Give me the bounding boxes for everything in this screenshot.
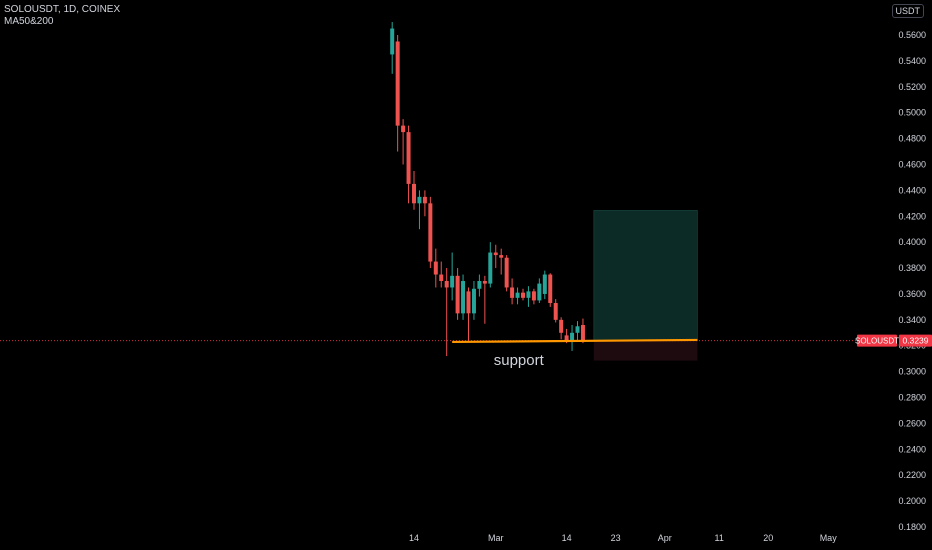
candle-body[interactable] [466, 291, 471, 314]
support-line[interactable] [452, 338, 698, 344]
candle-body[interactable] [537, 283, 542, 301]
symbol-price-tag-label: SOLOUSDT [855, 337, 899, 346]
candle-body[interactable] [422, 196, 427, 204]
candle-body[interactable] [455, 275, 460, 314]
target-zone[interactable] [593, 210, 698, 342]
candle-body[interactable] [521, 292, 525, 298]
y-tick-label: 0.3600 [898, 289, 926, 299]
y-tick-label: 0.5400 [898, 56, 926, 66]
indicator-label[interactable]: MA50&200 [4, 16, 54, 27]
support-label[interactable]: support [494, 352, 545, 369]
last-price-badge[interactable] [899, 334, 932, 347]
y-tick-label: 0.5000 [898, 108, 926, 118]
candle-body[interactable] [559, 319, 564, 333]
price-scale-unit[interactable]: USDT [891, 4, 924, 18]
candle-body[interactable] [575, 326, 580, 333]
candle-body[interactable] [471, 288, 476, 314]
x-tick-label: Apr [658, 533, 672, 543]
candle-body[interactable] [488, 252, 493, 284]
x-tick-label: Mar [488, 533, 504, 543]
y-tick-label: 0.3800 [898, 263, 926, 273]
candle-body[interactable] [461, 281, 466, 314]
candle-body[interactable] [499, 255, 504, 258]
x-tick-label: 23 [611, 533, 621, 543]
candle-body[interactable] [395, 41, 400, 126]
x-tick-label: May [820, 533, 838, 543]
y-tick-label: 0.4400 [898, 185, 926, 195]
y-tick-label: 0.5600 [898, 30, 926, 40]
candle-body[interactable] [526, 291, 531, 298]
candle-body[interactable] [504, 257, 509, 288]
candle-body[interactable] [417, 196, 422, 204]
x-tick-label: 14 [409, 533, 419, 543]
candle-body[interactable] [542, 274, 547, 294]
y-tick-label: 0.3400 [898, 315, 926, 325]
candle-body[interactable] [570, 332, 575, 341]
y-tick-label: 0.2400 [898, 444, 926, 454]
candle-body[interactable] [406, 132, 411, 184]
candle-body[interactable] [439, 274, 444, 281]
candle-body[interactable] [548, 274, 553, 304]
y-tick-label: 0.4200 [898, 211, 926, 221]
candle-body[interactable] [553, 303, 558, 320]
candle-body[interactable] [412, 183, 416, 204]
candle-body[interactable] [444, 281, 449, 288]
stop-zone[interactable] [593, 340, 698, 361]
y-tick-label: 0.2000 [898, 496, 926, 506]
y-tick-label: 0.1800 [898, 522, 926, 532]
symbol-title: SOLOUSDT, 1D, COINEX [4, 4, 121, 15]
x-tick-label: 14 [562, 533, 572, 543]
x-tick-label: 11 [715, 533, 724, 543]
candle-body[interactable] [564, 335, 569, 341]
candle-body[interactable] [390, 28, 395, 55]
y-tick-label: 0.4000 [898, 237, 926, 247]
y-tick-label: 0.2600 [898, 418, 926, 428]
y-tick-label: 0.3000 [898, 367, 926, 377]
candle-body[interactable] [493, 252, 498, 256]
symbol-price-tag[interactable] [857, 334, 897, 347]
candle-body[interactable] [428, 203, 433, 262]
candle-body[interactable] [477, 281, 482, 289]
candle-body[interactable] [510, 287, 515, 298]
candle-body[interactable] [515, 292, 520, 298]
y-tick-label: 0.2800 [898, 393, 926, 403]
x-tick-label: 20 [763, 533, 773, 543]
candle-body[interactable] [401, 125, 406, 133]
candle-body[interactable] [531, 291, 536, 301]
y-tick-label: 0.5200 [898, 82, 926, 92]
candle-body[interactable] [580, 325, 585, 341]
chart-legend[interactable]: SOLOUSDT, 1D, COINEX MA50&200 [4, 4, 120, 28]
y-tick-label: 0.4600 [898, 159, 926, 169]
y-tick-label: 0.2200 [898, 470, 926, 480]
candle-body[interactable] [450, 275, 455, 288]
y-tick-label: 0.4800 [898, 134, 926, 144]
candle-body[interactable] [433, 261, 438, 275]
last-price-label: 0.3239 [903, 336, 929, 346]
candle-body[interactable] [482, 281, 487, 284]
